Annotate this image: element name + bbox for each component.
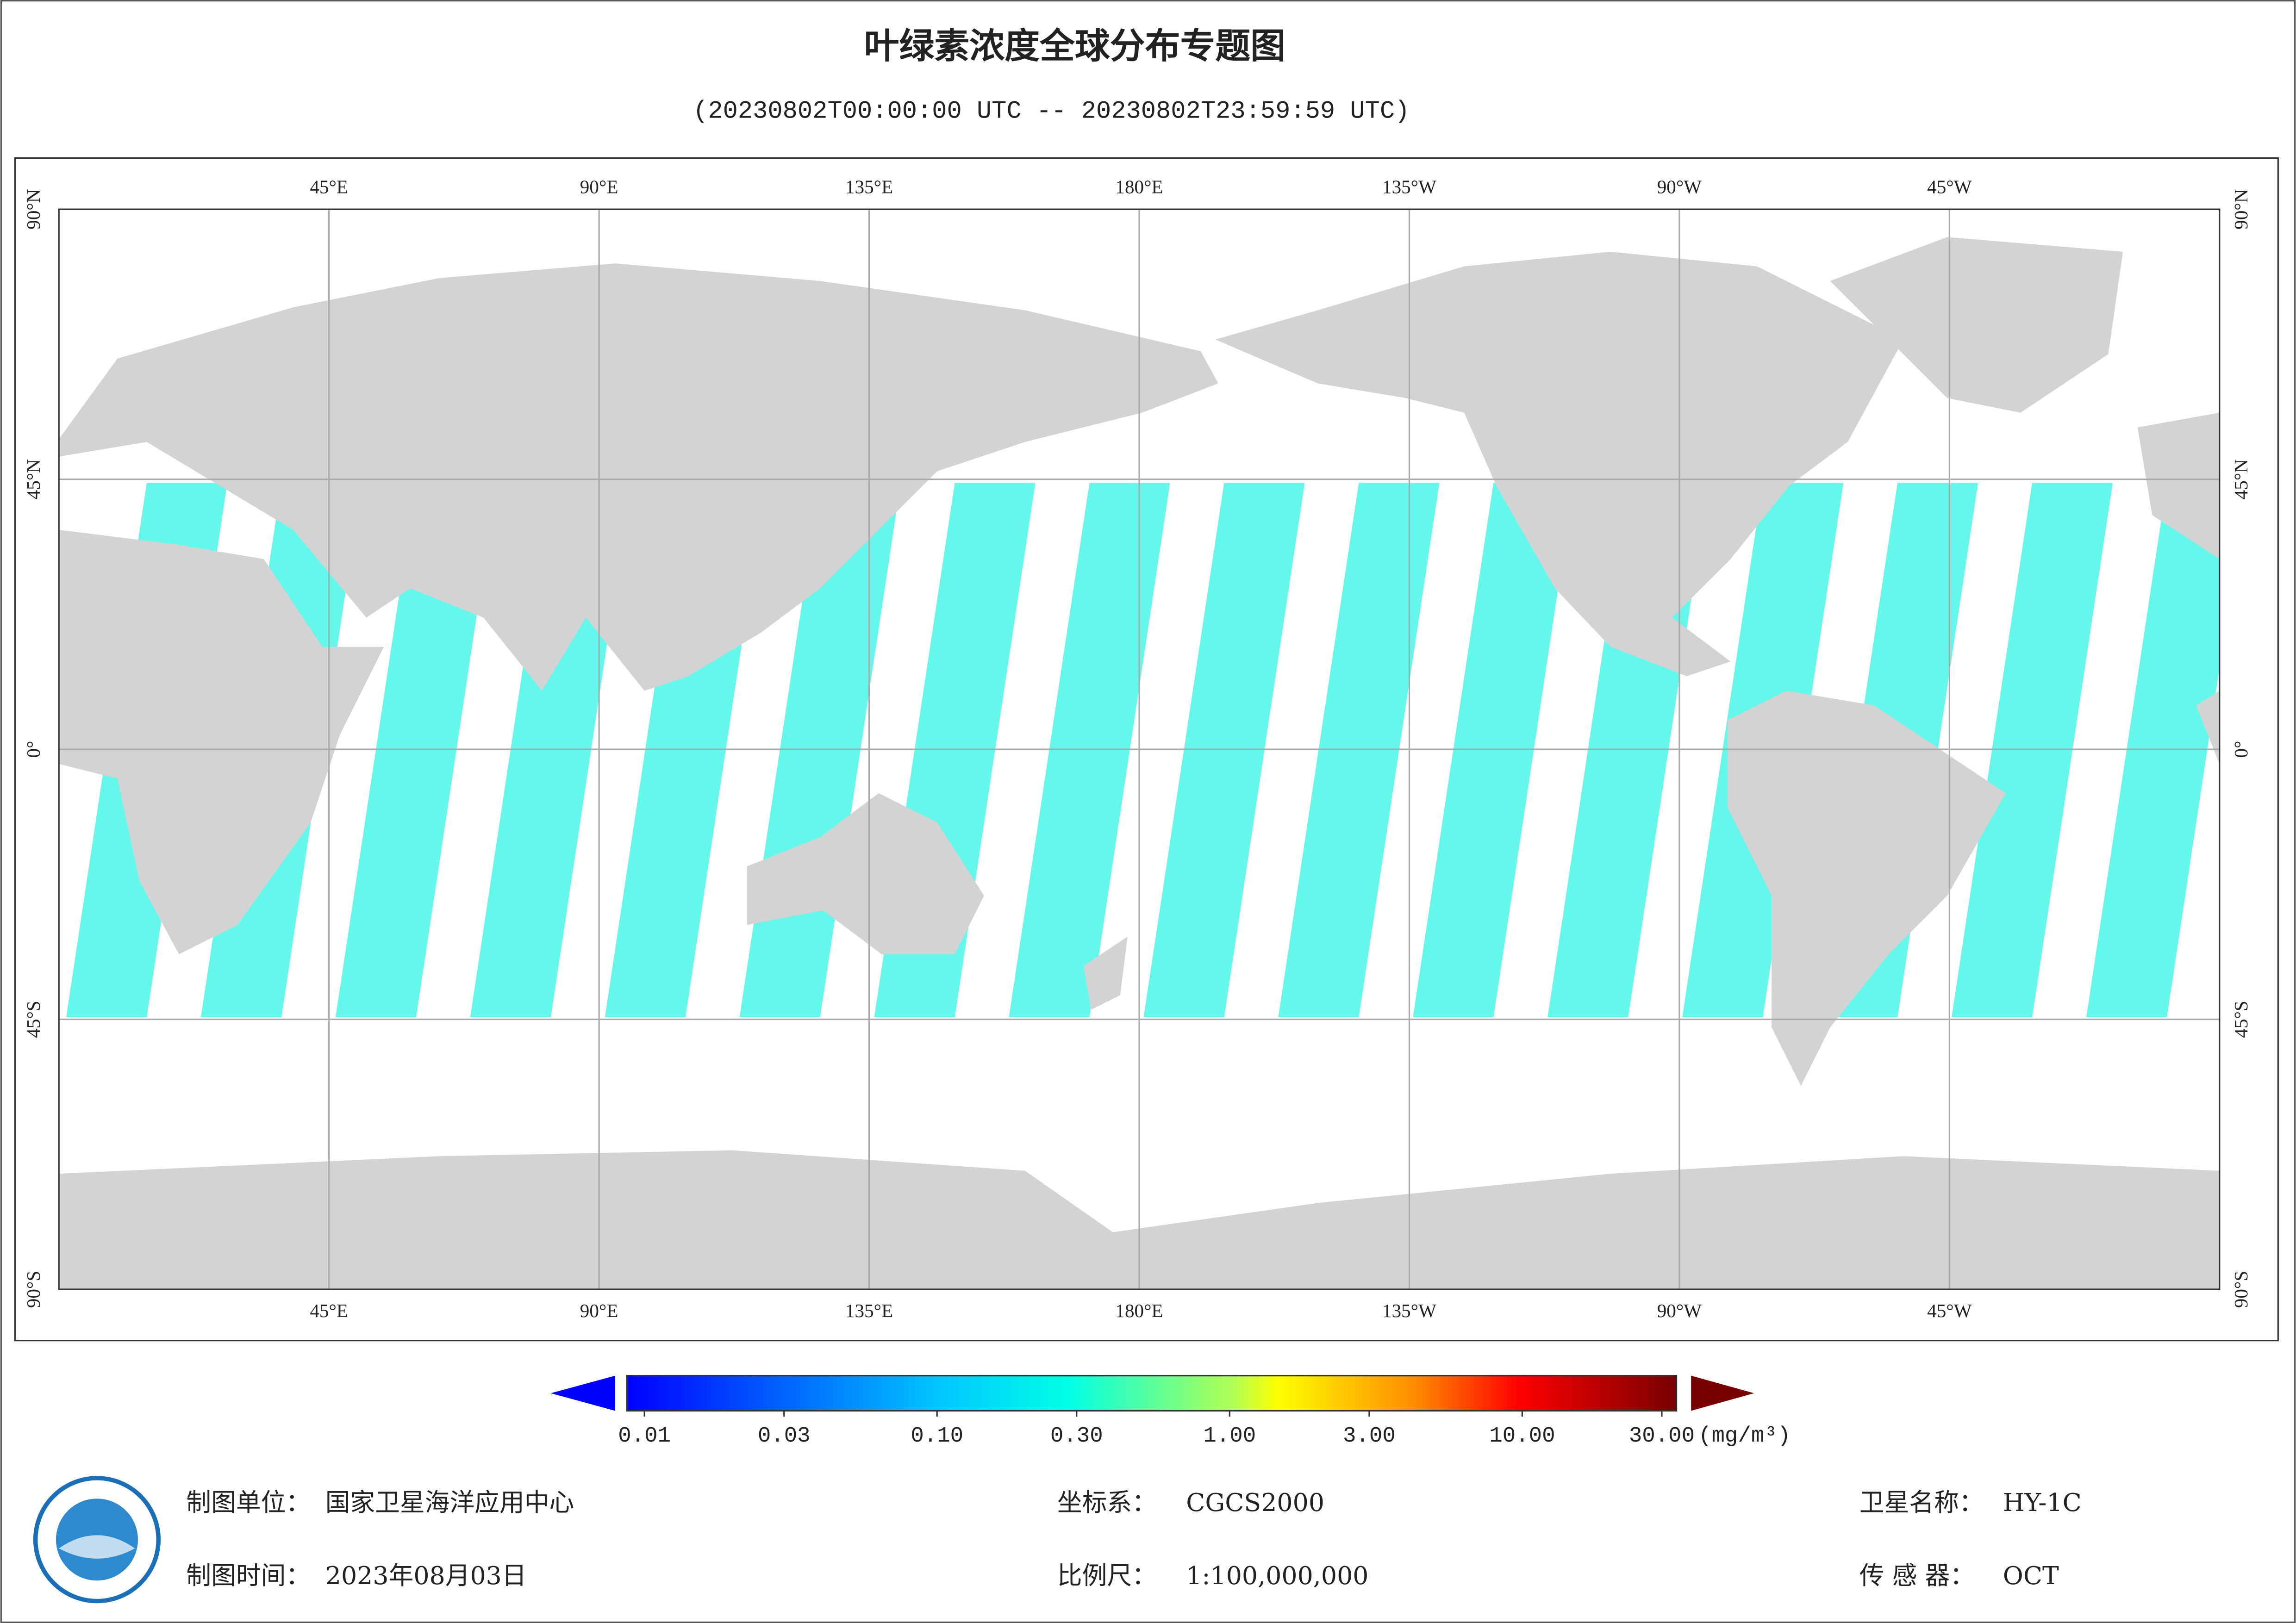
lon-label: 90°E <box>580 1300 618 1321</box>
lon-label: 45°W <box>1927 1300 1972 1321</box>
lon-label: 135°W <box>1382 1300 1436 1321</box>
lat-label: 45°S <box>2230 1001 2252 1038</box>
colorbar-tick-label: 10.00 <box>1489 1424 1555 1449</box>
map-frame <box>14 157 2279 1342</box>
lon-label: 90°W <box>1657 176 1702 197</box>
org-label: 制图单位： <box>186 1488 311 1517</box>
colorbar-tick-label: 3.00 <box>1343 1424 1396 1449</box>
lat-label: 90°S <box>2230 1271 2252 1308</box>
map-border <box>58 208 2221 1290</box>
lat-label: 45°N <box>2230 459 2252 499</box>
lat-label: 90°N <box>2230 189 2252 230</box>
colorbar-ramp <box>626 1374 1678 1412</box>
lat-label: 90°N <box>23 189 44 230</box>
colorbar: (mg/m³) 0.01 0.03 0.10 0.30 1.00 3.00 10.00 30.… <box>550 1374 1791 1449</box>
colorbar-low-arrow <box>550 1375 615 1411</box>
scale: 1:100,000,000 <box>1186 1561 1368 1590</box>
lat-label: 90°S <box>23 1271 44 1308</box>
date-label: 制图时间： <box>186 1561 311 1590</box>
sensor: OCT <box>2003 1561 2059 1590</box>
lon-label: 90°W <box>1657 1300 1702 1321</box>
lon-label: 180°E <box>1115 176 1163 197</box>
org: 国家卫星海洋应用中心 <box>325 1488 574 1517</box>
lon-label: 135°W <box>1382 176 1436 197</box>
satellite-label: 卫星名称： <box>1859 1488 1984 1517</box>
lon-label: 135°E <box>845 1300 893 1321</box>
colorbar-tick-label: 0.03 <box>758 1424 811 1449</box>
lat-label: 0° <box>2230 741 2252 758</box>
lon-label: 45°E <box>310 1300 348 1321</box>
lon-label: 45°E <box>310 176 348 197</box>
lon-label: 90°E <box>580 176 618 197</box>
lat-label: 45°S <box>23 1001 44 1038</box>
subtitle: (20230802T00:00:00 UTC -- 20230802T23:59… <box>693 98 1410 126</box>
date: 2023年08月03日 <box>325 1561 527 1590</box>
crs: CGCS2000 <box>1186 1488 1324 1517</box>
colorbar-tick-label: 30.00 <box>1629 1424 1695 1449</box>
colorbar-tick-label: 0.30 <box>1050 1424 1103 1449</box>
logo <box>33 1476 161 1604</box>
crs-label: 坐标系： <box>1057 1488 1157 1517</box>
colorbar-high-arrow <box>1691 1375 1754 1411</box>
lon-label: 45°W <box>1927 176 1972 197</box>
satellite: HY-1C <box>2003 1488 2082 1517</box>
colorbar-tick-label: 1.00 <box>1203 1424 1256 1449</box>
sensor-label: 传 感 器： <box>1859 1561 1975 1590</box>
lat-label: 45°N <box>23 459 44 499</box>
lat-label: 0° <box>23 741 44 758</box>
lon-label: 180°E <box>1115 1300 1163 1321</box>
colorbar-tick-label: 0.10 <box>911 1424 963 1449</box>
colorbar-tick-label: 0.01 <box>618 1424 671 1449</box>
scale-label: 比例尺： <box>1057 1561 1157 1590</box>
title: 叶绿素浓度全球分布专题图 <box>864 25 1286 66</box>
colorbar-unit: (mg/m³) <box>1698 1424 1791 1449</box>
lon-label: 135°E <box>845 176 893 197</box>
